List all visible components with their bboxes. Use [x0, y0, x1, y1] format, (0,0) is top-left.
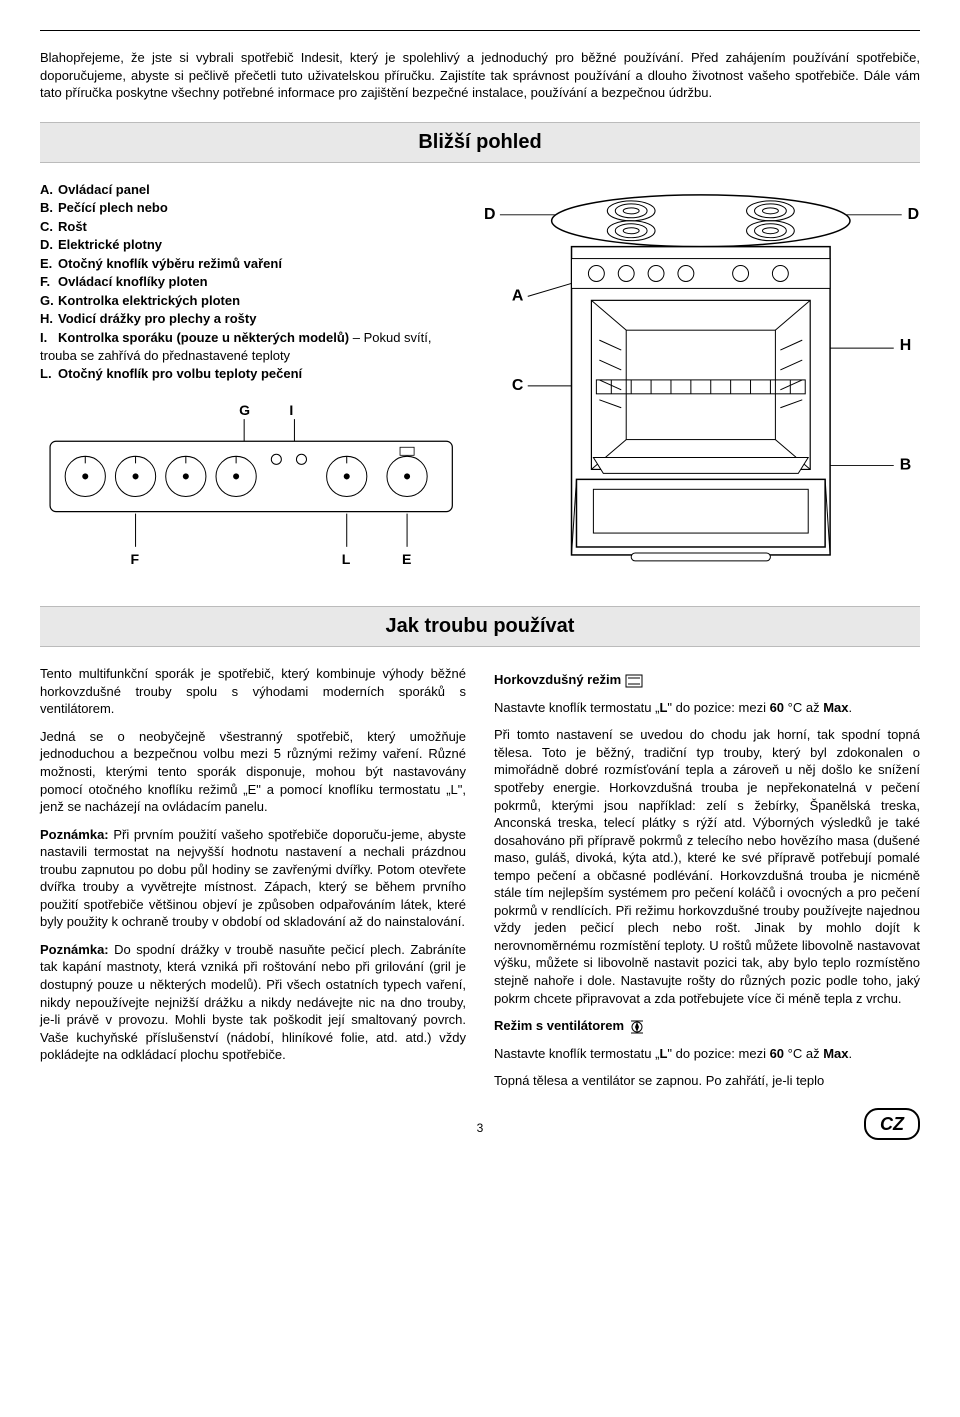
usage-note: Poznámka: Do spodní drážky v troubě nasu…: [40, 941, 466, 1064]
knob-icon: [65, 456, 105, 496]
indicator-icon: [296, 454, 306, 464]
panel-label-E: E: [402, 551, 411, 567]
oven-diagram: D D A C H B: [482, 181, 920, 579]
indicator-icon: [271, 454, 281, 464]
legend-list: A.Ovládací panel B.Pečící plech nebo C.R…: [40, 181, 462, 383]
usage-header: Jak troubu používat: [40, 606, 920, 647]
legend-item: D.Elektrické plotny: [40, 236, 462, 254]
page-number: 3: [477, 1120, 484, 1136]
fan-icon: [628, 1019, 646, 1035]
usage-p: Topná tělesa a ventilátor se zapnou. Po …: [494, 1072, 920, 1090]
svg-text:D: D: [908, 205, 920, 222]
panel-label-I: I: [289, 402, 293, 418]
top-rule: [40, 30, 920, 31]
legend-item: C.Rošt: [40, 218, 462, 236]
legend-item: B.Pečící plech nebo: [40, 199, 462, 217]
legend-item: E.Otočný knoflík výběru režimů vaření: [40, 255, 462, 273]
svg-text:H: H: [900, 337, 912, 354]
panel-label-F: F: [131, 551, 140, 567]
legend-item: F.Ovládací knoflíky ploten: [40, 273, 462, 291]
page-footer: 3 CZ: [40, 1120, 920, 1136]
intro-paragraph: Blahopřejeme, že jste si vybrali spotřeb…: [40, 49, 920, 102]
convection-icon: [625, 674, 643, 688]
usage-left-col: Tento multifunkční sporák je spotřebič, …: [40, 665, 466, 1100]
language-badge: CZ: [864, 1108, 920, 1140]
usage-columns: Tento multifunkční sporák je spotřebič, …: [40, 665, 920, 1100]
svg-text:A: A: [512, 287, 524, 304]
usage-right-col: Horkovzdušný režim Nastavte knoflík term…: [494, 665, 920, 1100]
usage-p: Jedná se o neobyčejně všestranný spotřeb…: [40, 728, 466, 816]
knob-icon: [115, 456, 155, 496]
overview-left: A.Ovládací panel B.Pečící plech nebo C.R…: [40, 181, 462, 587]
overview-header: Bližší pohled: [40, 122, 920, 163]
usage-p: Tento multifunkční sporák je spotřebič, …: [40, 665, 466, 718]
usage-note: Poznámka: Při prvním použití vašeho spot…: [40, 826, 466, 931]
legend-item: A.Ovládací panel: [40, 181, 462, 199]
legend-item: I.Kontrolka sporáku (pouze u některých m…: [40, 329, 462, 364]
usage-p: Při tomto nastavení se uvedou do chodu j…: [494, 726, 920, 1007]
mode-setting: Nastavte knoflík termostatu „L" do pozic…: [494, 1045, 920, 1063]
mode-setting: Nastavte knoflík termostatu „L" do pozic…: [494, 699, 920, 717]
mode-title: Horkovzdušný režim: [494, 671, 920, 689]
knob-icon: [327, 456, 367, 496]
svg-text:D: D: [484, 205, 496, 222]
legend-item: H.Vodicí drážky pro plechy a rošty: [40, 310, 462, 328]
legend-item: L.Otočný knoflík pro volbu teploty pečen…: [40, 365, 462, 383]
panel-label-G: G: [239, 402, 250, 418]
overview-right: D D A C H B: [482, 181, 920, 587]
panel-label-L: L: [342, 551, 351, 567]
knob-icon: [216, 456, 256, 496]
legend-item: G.Kontrolka elektrických ploten: [40, 292, 462, 310]
svg-text:C: C: [512, 376, 524, 393]
knob-icon: [166, 456, 206, 496]
control-panel-diagram: G I: [40, 401, 462, 587]
mode-title: Režim s ventilátorem: [494, 1017, 920, 1035]
overview-row: A.Ovládací panel B.Pečící plech nebo C.R…: [40, 181, 920, 587]
svg-text:B: B: [900, 456, 912, 473]
